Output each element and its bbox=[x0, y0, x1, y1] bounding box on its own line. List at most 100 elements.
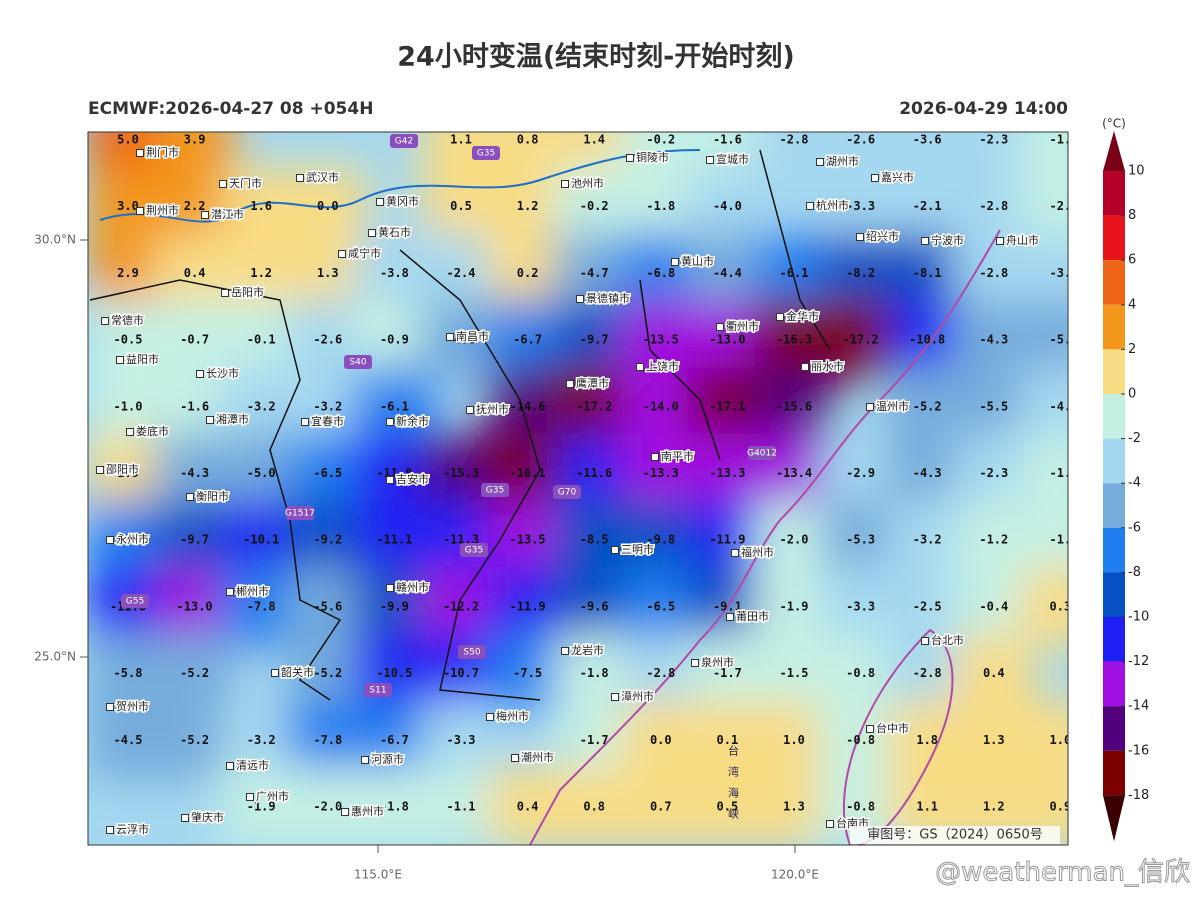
city-label: 武汉市 bbox=[306, 170, 339, 184]
grid-value: -2.4 bbox=[447, 266, 476, 280]
grid-value: -11.9 bbox=[510, 599, 546, 613]
grid-value: -5.2 bbox=[180, 733, 209, 747]
city-marker bbox=[691, 659, 699, 667]
grid-value: -4. bbox=[1050, 399, 1072, 413]
city-label: 广州市 bbox=[256, 789, 289, 803]
colorbar-tick-label: 4 bbox=[1128, 297, 1136, 312]
colorbar-tick-label: 10 bbox=[1128, 164, 1145, 179]
colorbar-tick-label: -18 bbox=[1128, 788, 1149, 803]
grid-value: -1.9 bbox=[247, 800, 276, 814]
temperature-field bbox=[88, 132, 1068, 845]
grid-value: -9.1 bbox=[713, 599, 742, 613]
city-marker bbox=[386, 584, 394, 592]
grid-value: -1. bbox=[1050, 133, 1072, 147]
city-label: 肇庆市 bbox=[191, 810, 224, 824]
city-marker bbox=[856, 233, 864, 241]
grid-value: 0.7 bbox=[650, 800, 672, 814]
city-marker bbox=[361, 756, 369, 764]
city-label: 黄冈市 bbox=[386, 194, 419, 208]
city-marker bbox=[296, 174, 304, 182]
colorbar-tick-label: -8 bbox=[1128, 565, 1141, 580]
field-cell bbox=[1020, 566, 1068, 647]
colorbar-cap bbox=[1103, 795, 1125, 842]
city-marker bbox=[801, 363, 809, 371]
run-label: ECMWF:2026-04-27 08 +054H bbox=[88, 99, 373, 119]
lat-label: 30.0°N bbox=[34, 233, 76, 247]
grid-value: -1.7 bbox=[580, 733, 609, 747]
city-label: 漳州市 bbox=[621, 689, 654, 703]
grid-value: -4.4 bbox=[713, 266, 742, 280]
city-label: 龙岩市 bbox=[571, 643, 604, 657]
city-label: 韶关市 bbox=[281, 665, 314, 679]
lon-label: 115.0°E bbox=[354, 868, 402, 882]
city-marker bbox=[206, 416, 214, 424]
road-shield bbox=[748, 446, 776, 460]
grid-value: -1.8 bbox=[580, 666, 609, 680]
grid-value: -16.3 bbox=[776, 333, 812, 347]
city-label: 潮州市 bbox=[521, 750, 554, 764]
grid-value: 0.5 bbox=[717, 800, 739, 814]
grid-value: -6.8 bbox=[646, 266, 675, 280]
grid-value: -10.1 bbox=[243, 533, 279, 547]
city-label: 贺州市 bbox=[116, 699, 149, 713]
field-cell bbox=[1020, 366, 1068, 447]
lon-label: 120.0°E bbox=[771, 868, 819, 882]
city-marker bbox=[221, 289, 229, 297]
road-label: G1517 bbox=[285, 509, 315, 519]
grid-value: 1.0 bbox=[783, 733, 805, 747]
grid-value: -1.2 bbox=[979, 533, 1008, 547]
city-label: 湖州市 bbox=[826, 154, 859, 168]
city-label: 福州市 bbox=[741, 545, 774, 559]
city-label: 湘潭市 bbox=[216, 412, 249, 426]
watermark: @weatherman_信欣 bbox=[935, 858, 1190, 888]
city-marker bbox=[271, 669, 279, 677]
grid-value: -9.8 bbox=[646, 533, 675, 547]
colorbar-segment bbox=[1103, 483, 1125, 528]
grid-value: -5.0 bbox=[247, 466, 276, 480]
city-marker bbox=[341, 808, 349, 816]
city-label: 三明市 bbox=[621, 542, 654, 556]
road-label: G55 bbox=[126, 597, 144, 607]
grid-value: -3.2 bbox=[913, 533, 942, 547]
city-marker bbox=[226, 762, 234, 770]
grid-value: 1.2 bbox=[250, 266, 272, 280]
city-marker bbox=[136, 149, 144, 157]
grid-value: -11.9 bbox=[709, 533, 745, 547]
grid-value: -1.6 bbox=[713, 133, 742, 147]
city-label: 娄底市 bbox=[136, 424, 169, 438]
grid-value: -1.0 bbox=[114, 399, 143, 413]
grid-value: 2.9 bbox=[117, 266, 139, 280]
grid-value: -2.6 bbox=[846, 133, 875, 147]
city-label: 南昌市 bbox=[456, 329, 489, 343]
grid-value: -0.7 bbox=[180, 333, 209, 347]
city-marker bbox=[226, 588, 234, 596]
grid-value: 0.8 bbox=[517, 133, 539, 147]
grid-value: 0.5 bbox=[450, 199, 472, 213]
city-marker bbox=[219, 180, 227, 188]
grid-value: -0.8 bbox=[846, 733, 875, 747]
city-marker bbox=[486, 713, 494, 721]
grid-value: -5.6 bbox=[313, 599, 342, 613]
city-marker bbox=[871, 174, 879, 182]
grid-value: -16.1 bbox=[510, 466, 546, 480]
approval-label: 审图号：GS（2024）0650号 bbox=[867, 828, 1043, 843]
grid-value: -13.0 bbox=[709, 333, 745, 347]
road-shield bbox=[460, 543, 488, 557]
city-marker bbox=[816, 158, 824, 166]
city-marker bbox=[376, 198, 384, 206]
city-label: 嘉兴市 bbox=[881, 170, 914, 184]
grid-value: -6.1 bbox=[780, 266, 809, 280]
city-label: 荆门市 bbox=[146, 145, 179, 159]
city-marker bbox=[96, 466, 104, 474]
grid-value: 1.3 bbox=[317, 266, 339, 280]
city-label: 天门市 bbox=[229, 176, 262, 190]
city-label: 金华市 bbox=[786, 309, 819, 323]
grid-value: -0.8 bbox=[846, 666, 875, 680]
city-marker bbox=[338, 250, 346, 258]
grid-value: 0.0 bbox=[317, 199, 339, 213]
grid-value: 1.8 bbox=[916, 733, 938, 747]
city-label: 南平市 bbox=[661, 449, 694, 463]
city-marker bbox=[671, 258, 679, 266]
road-shield bbox=[472, 146, 500, 160]
grid-value: -5.2 bbox=[913, 399, 942, 413]
